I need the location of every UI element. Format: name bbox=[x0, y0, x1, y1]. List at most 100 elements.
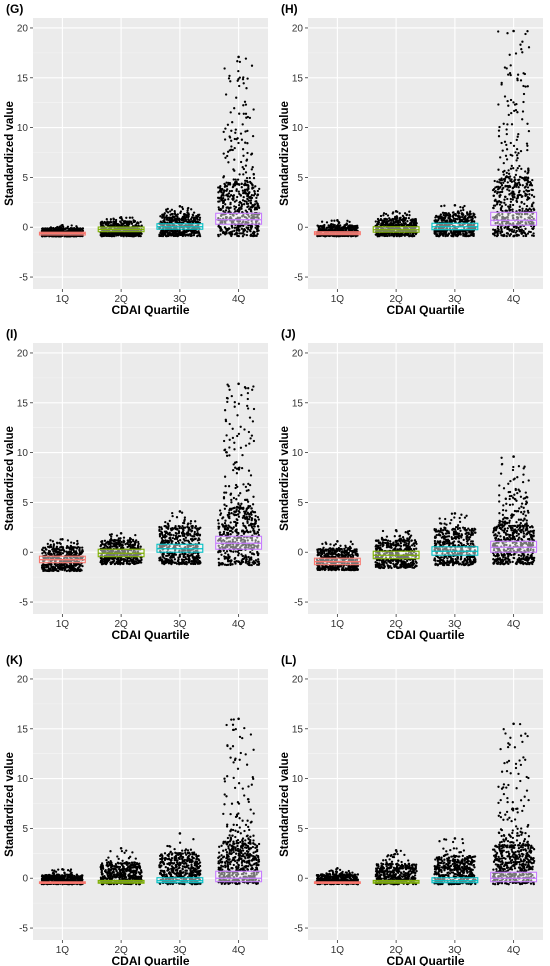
data-point bbox=[441, 229, 444, 233]
data-point bbox=[113, 542, 116, 545]
data-point bbox=[443, 232, 447, 235]
data-point bbox=[237, 69, 240, 73]
data-point bbox=[249, 209, 253, 213]
data-point bbox=[526, 186, 530, 189]
data-point bbox=[125, 232, 128, 236]
data-point bbox=[492, 206, 495, 210]
data-point bbox=[448, 219, 452, 223]
data-point bbox=[163, 218, 166, 221]
data-point bbox=[52, 235, 55, 238]
data-point bbox=[511, 187, 514, 190]
data-point bbox=[161, 213, 164, 216]
data-point bbox=[504, 184, 507, 188]
data-point bbox=[496, 180, 499, 183]
data-point bbox=[103, 234, 107, 237]
data-point bbox=[462, 208, 465, 212]
data-point bbox=[244, 57, 248, 60]
data-point bbox=[511, 203, 515, 207]
data-point bbox=[226, 154, 229, 158]
data-point bbox=[525, 182, 528, 185]
data-point bbox=[233, 205, 236, 208]
data-point bbox=[532, 201, 535, 204]
data-point bbox=[518, 183, 522, 187]
data-point bbox=[237, 203, 241, 207]
data-point bbox=[249, 230, 252, 233]
data-point bbox=[506, 181, 509, 184]
data-point bbox=[513, 229, 516, 232]
data-point bbox=[114, 218, 118, 222]
data-point bbox=[76, 543, 79, 546]
data-point bbox=[56, 542, 59, 545]
data-point bbox=[75, 225, 78, 228]
data-point bbox=[246, 197, 249, 201]
y-tick-label: 10 bbox=[17, 123, 29, 134]
data-point bbox=[508, 72, 512, 75]
data-point bbox=[522, 234, 525, 238]
data-point bbox=[64, 566, 67, 569]
y-tick-label: -5 bbox=[19, 273, 28, 284]
data-point bbox=[166, 217, 169, 220]
data-point bbox=[234, 131, 237, 134]
max-point bbox=[119, 532, 123, 535]
data-point bbox=[240, 182, 243, 186]
data-point bbox=[438, 233, 442, 237]
data-point bbox=[194, 216, 197, 219]
data-point bbox=[228, 135, 231, 138]
data-point bbox=[189, 562, 193, 565]
x-tick-label: 1Q bbox=[56, 619, 70, 630]
data-point bbox=[41, 552, 44, 555]
data-point bbox=[139, 545, 142, 548]
data-point bbox=[521, 184, 524, 187]
data-point bbox=[493, 190, 497, 194]
data-point bbox=[247, 186, 250, 189]
data-point bbox=[460, 218, 464, 222]
data-point bbox=[386, 214, 390, 217]
data-point bbox=[524, 185, 527, 189]
data-point bbox=[76, 539, 79, 543]
max-point bbox=[336, 219, 339, 222]
data-point bbox=[238, 173, 241, 176]
data-point bbox=[505, 132, 508, 136]
y-tick-label: 15 bbox=[17, 73, 29, 84]
data-point bbox=[522, 92, 526, 96]
data-point bbox=[394, 221, 397, 224]
data-point bbox=[500, 234, 503, 237]
data-point bbox=[527, 171, 530, 174]
data-point bbox=[243, 100, 247, 103]
data-point bbox=[228, 195, 231, 198]
data-point bbox=[238, 60, 242, 64]
data-point bbox=[246, 194, 249, 198]
data-point bbox=[493, 179, 496, 183]
y-tick-label: 20 bbox=[292, 23, 304, 34]
data-point bbox=[350, 227, 353, 231]
data-point bbox=[79, 568, 82, 571]
data-point bbox=[169, 232, 172, 236]
data-point bbox=[522, 190, 526, 193]
data-point bbox=[121, 544, 124, 547]
data-point bbox=[510, 164, 513, 168]
data-point bbox=[376, 217, 380, 221]
data-point bbox=[323, 223, 326, 227]
data-point bbox=[500, 205, 504, 208]
data-point bbox=[241, 235, 245, 238]
data-point bbox=[515, 226, 518, 230]
data-point bbox=[526, 148, 529, 152]
data-point bbox=[435, 234, 438, 238]
data-point bbox=[240, 207, 243, 210]
data-point bbox=[510, 230, 514, 233]
data-point bbox=[107, 542, 110, 546]
data-point bbox=[170, 208, 174, 211]
data-point bbox=[533, 208, 536, 212]
data-point bbox=[122, 220, 126, 223]
data-point bbox=[244, 192, 247, 195]
data-point bbox=[58, 549, 61, 552]
data-point bbox=[246, 77, 249, 80]
data-point bbox=[244, 209, 247, 212]
data-point bbox=[459, 209, 463, 212]
data-point bbox=[505, 143, 508, 147]
data-point bbox=[521, 118, 524, 121]
data-point bbox=[330, 225, 334, 229]
data-point bbox=[498, 194, 501, 197]
data-point bbox=[532, 195, 536, 198]
